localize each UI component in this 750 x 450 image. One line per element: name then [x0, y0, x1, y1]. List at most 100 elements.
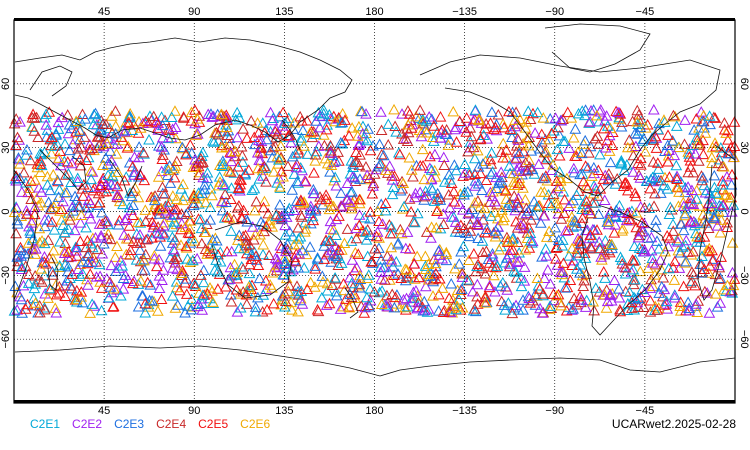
- occultation-point-c2e6: [405, 164, 418, 175]
- occultation-point-c2e1: [362, 269, 375, 280]
- occultation-point-c2e3: [534, 217, 547, 228]
- occultation-point-c2e2: [668, 149, 681, 161]
- occultation-point-c2e6: [501, 235, 514, 246]
- occultation-point-c2e6: [84, 307, 96, 318]
- occultation-point-c2e3: [696, 115, 708, 127]
- legend-item-c2e4: C2E4: [156, 417, 187, 431]
- occultation-point-c2e5: [332, 244, 345, 255]
- occultation-point-c2e1: [515, 280, 528, 292]
- occultation-point-c2e5: [275, 165, 288, 177]
- occultation-point-c2e1: [615, 154, 628, 166]
- occultation-point-c2e5: [308, 167, 320, 178]
- occultation-point-c2e5: [73, 154, 86, 165]
- occultation-point-c2e5: [252, 126, 265, 138]
- occultation-point-c2e4: [93, 139, 105, 151]
- occultation-point-c2e1: [155, 111, 168, 122]
- occultation-point-c2e6: [175, 239, 187, 250]
- legend-item-c2e5: C2E5: [198, 417, 229, 431]
- occultation-point-c2e6: [585, 170, 598, 181]
- occultation-point-c2e5: [629, 187, 641, 198]
- occultation-point-c2e5: [489, 121, 502, 133]
- occultation-point-c2e2: [370, 163, 383, 175]
- occultation-point-c2e2: [382, 265, 395, 277]
- occultation-point-c2e5: [702, 245, 715, 257]
- occultation-point-c2e1: [196, 289, 209, 300]
- occultation-point-c2e3: [138, 264, 151, 275]
- occultation-point-c2e4: [367, 177, 380, 189]
- occultation-point-c2e4: [309, 149, 322, 160]
- occultation-point-c2e1: [29, 278, 42, 289]
- occultation-point-c2e3: [307, 183, 320, 195]
- occultation-point-c2e6: [519, 193, 532, 205]
- occultation-point-c2e3: [579, 134, 592, 146]
- occultation-point-c2e1: [572, 249, 584, 261]
- bottom-frame-bar: [14, 400, 735, 403]
- occultation-point-c2e1: [52, 123, 65, 134]
- occultation-point-c2e6: [411, 250, 424, 262]
- occultation-point-c2e6: [152, 171, 165, 182]
- occultation-point-c2e6: [493, 243, 505, 255]
- occultation-point-c2e5: [403, 108, 416, 119]
- occultation-point-c2e6: [469, 197, 481, 208]
- africa-coastline-east: [13, 169, 39, 301]
- occultation-point-c2e3: [448, 159, 461, 170]
- occultation-point-c2e1: [283, 202, 296, 214]
- occultation-point-c2e4: [647, 134, 660, 145]
- occultation-point-c2e6: [110, 148, 123, 159]
- occultation-point-c2e5: [535, 128, 548, 140]
- occultation-point-c2e3: [304, 203, 317, 215]
- occultation-point-c2e1: [633, 242, 646, 253]
- occultation-point-c2e5: [80, 154, 93, 166]
- occultation-point-c2e3: [156, 187, 169, 199]
- occultation-point-c2e2: [686, 184, 698, 195]
- occultation-point-c2e3: [372, 160, 385, 172]
- occultation-point-c2e2: [486, 250, 499, 262]
- occultation-point-c2e6: [42, 292, 54, 303]
- occultation-point-c2e5: [715, 251, 728, 262]
- occultation-point-c2e1: [310, 145, 323, 157]
- occultation-point-c2e6: [673, 141, 685, 152]
- occultation-point-c2e3: [456, 283, 468, 294]
- occultation-point-c2e2: [324, 223, 337, 234]
- occultation-point-c2e3: [324, 166, 336, 177]
- occultation-point-c2e3: [348, 171, 361, 183]
- occultation-point-c2e2: [397, 293, 410, 305]
- occultation-point-c2e2: [202, 108, 215, 119]
- occultation-point-c2e6: [298, 197, 310, 208]
- occultation-point-c2e4: [692, 155, 705, 166]
- occultation-point-c2e4: [170, 251, 183, 262]
- occultation-point-c2e6: [402, 118, 414, 130]
- occultation-point-c2e1: [379, 299, 391, 310]
- occultation-point-c2e6: [699, 127, 712, 138]
- occultation-point-c2e2: [381, 297, 394, 308]
- axis-labels: 45459090135135180180−135−135−90−90−45−45…: [0, 6, 750, 417]
- occultation-point-c2e2: [634, 201, 647, 212]
- occultation-point-c2e1: [116, 259, 129, 271]
- occultation-point-c2e5: [432, 288, 445, 300]
- occultation-point-c2e3: [77, 255, 89, 267]
- occultation-point-c2e3: [674, 246, 687, 258]
- occultation-point-c2e2: [254, 154, 267, 166]
- occultation-point-c2e2: [627, 166, 640, 177]
- occultation-point-c2e3: [525, 145, 538, 156]
- occultation-point-c2e5: [430, 267, 442, 279]
- occultation-point-c2e1: [469, 104, 482, 115]
- occultation-point-c2e3: [65, 122, 78, 134]
- occultation-point-c2e6: [276, 293, 289, 305]
- occultation-point-c2e6: [309, 155, 322, 166]
- occultation-point-c2e1: [253, 173, 266, 184]
- occultation-point-c2e6: [567, 132, 580, 143]
- occultation-point-c2e1: [662, 262, 675, 274]
- occultation-point-c2e3: [260, 133, 273, 145]
- occultation-point-c2e1: [59, 138, 71, 149]
- occultation-point-c2e6: [132, 216, 144, 227]
- occultation-point-c2e5: [123, 117, 135, 129]
- occultation-point-c2e3: [297, 124, 309, 136]
- occultation-point-c2e3: [363, 300, 376, 312]
- occultation-point-c2e3: [425, 113, 438, 124]
- occultation-point-c2e1: [168, 216, 181, 227]
- occultation-point-c2e2: [437, 151, 450, 163]
- occultation-point-c2e1: [545, 199, 557, 211]
- occultation-point-c2e6: [543, 133, 556, 145]
- occultation-point-c2e3: [498, 299, 511, 310]
